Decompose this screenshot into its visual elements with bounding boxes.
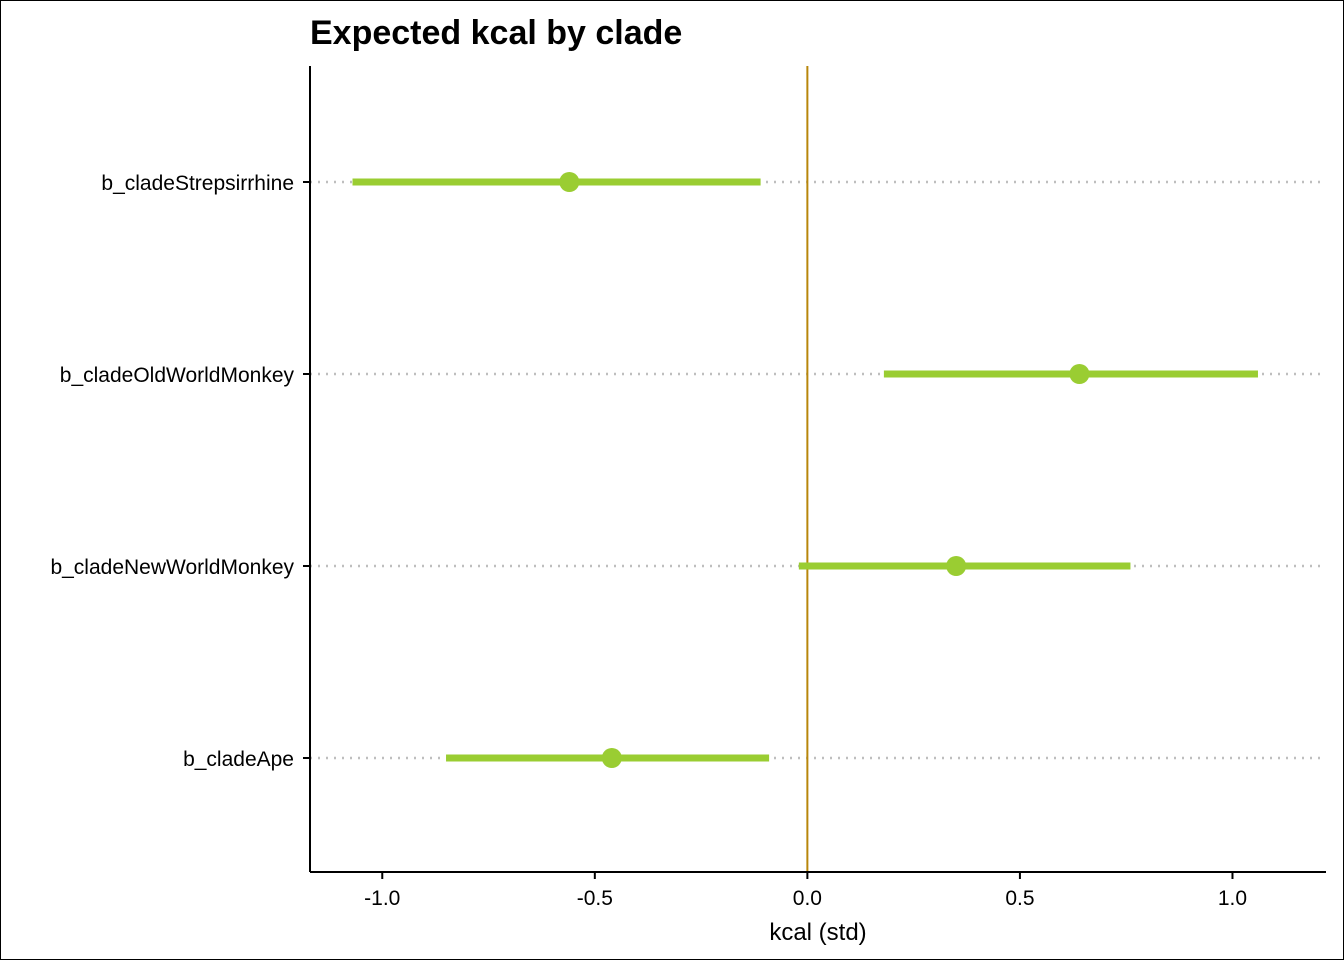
estimate-point [559,172,580,192]
y-tick-labels: b_cladeStrepsirrhine b_cladeOldWorldMonke… [50,172,310,771]
data-marks [352,172,1258,768]
y-tick-label: b_cladeStrepsirrhine [101,172,294,195]
x-tick-label: 0.5 [1005,887,1034,910]
y-tick-label: b_cladeApe [183,748,294,771]
y-tick-label: b_cladeOldWorldMonkey [60,364,295,387]
x-tick-labels: -1.0 -0.5 0.0 0.5 1.0 [364,872,1247,910]
estimate-point [601,748,622,768]
grid-lines [310,180,1326,760]
x-tick-label: -1.0 [364,887,400,910]
x-tick-label: 0.0 [793,887,822,910]
x-axis-title: kcal (std) [769,919,866,946]
chart-title: Expected kcal by clade [310,14,682,52]
estimate-point [946,556,967,576]
y-tick-label: b_cladeNewWorldMonkey [50,556,294,579]
x-tick-label: 1.0 [1218,887,1247,910]
x-tick-label: -0.5 [577,887,613,910]
estimate-point [1069,364,1090,384]
